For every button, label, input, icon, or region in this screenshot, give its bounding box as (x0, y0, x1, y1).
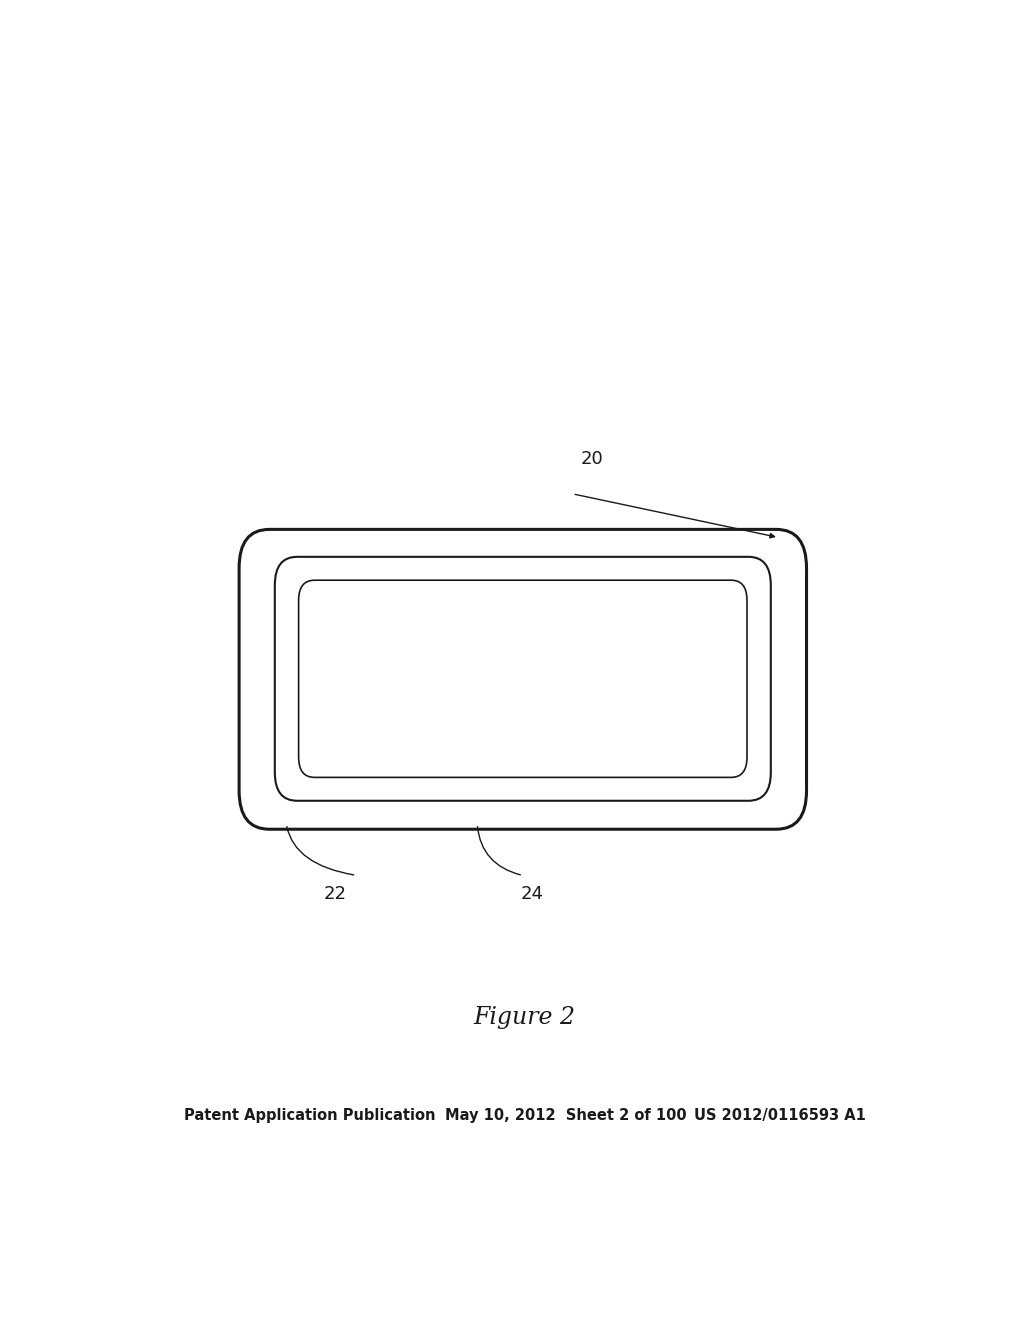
FancyBboxPatch shape (299, 581, 746, 777)
FancyBboxPatch shape (274, 557, 771, 801)
Text: 20: 20 (581, 450, 603, 469)
Text: 24: 24 (521, 886, 544, 903)
Text: May 10, 2012  Sheet 2 of 100: May 10, 2012 Sheet 2 of 100 (445, 1109, 687, 1123)
Text: Patent Application Publication: Patent Application Publication (183, 1109, 435, 1123)
Text: 22: 22 (324, 886, 346, 903)
FancyBboxPatch shape (240, 529, 807, 829)
Text: Figure 2: Figure 2 (474, 1006, 575, 1028)
Text: US 2012/0116593 A1: US 2012/0116593 A1 (694, 1109, 866, 1123)
